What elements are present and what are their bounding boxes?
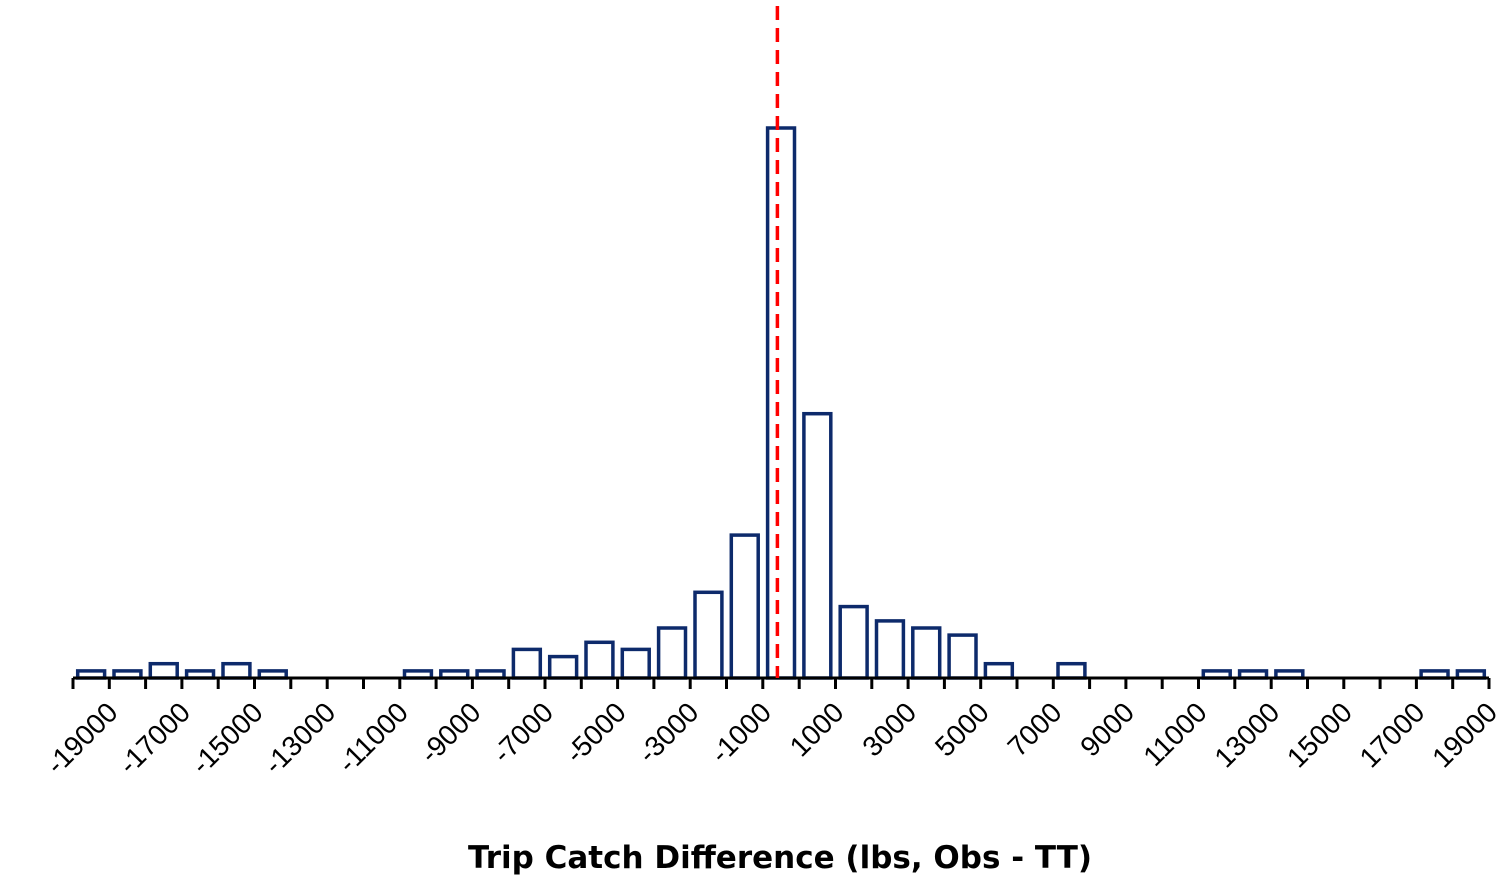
x-tick-labels: -19000-17000-15000-13000-11000 -9000 -7000… (40, 696, 1503, 780)
histogram-bar (765, 126, 797, 680)
histogram-bar (947, 633, 978, 680)
x-tick-label: -9000 (414, 696, 487, 769)
x-tick-label: -13000 (258, 696, 342, 780)
x-tick-label: 9000 (1074, 696, 1140, 762)
x-tick-label: -15000 (185, 696, 269, 780)
histogram-bar (1056, 661, 1087, 680)
x-tick-label: -1000 (705, 696, 778, 769)
histogram-bar (620, 647, 651, 680)
histogram-bar (584, 640, 615, 680)
x-tick-label: 11000 (1137, 696, 1213, 772)
x-tick-label: 5000 (929, 696, 995, 762)
x-tick-label: 13000 (1208, 696, 1285, 773)
x-tick-label: 3000 (856, 696, 922, 762)
histogram-bar (874, 619, 906, 680)
x-tick-label: 19000 (1426, 696, 1503, 773)
histogram-bars (75, 126, 1487, 680)
x-tick-label: -17000 (113, 696, 197, 780)
histogram-bar (802, 411, 833, 680)
histogram-bar (983, 661, 1015, 680)
x-tick-label: 7000 (1002, 696, 1068, 762)
histogram-bar (148, 661, 179, 680)
histogram-bar (656, 626, 688, 680)
x-axis-ticks (71, 678, 1491, 689)
x-tick-label: -11000 (332, 696, 414, 778)
histogram-bar (911, 626, 942, 680)
x-tick-label: -7000 (487, 696, 560, 769)
x-tick-label: 15000 (1281, 696, 1358, 773)
x-tick-label: 1000 (784, 696, 850, 762)
histogram-bar (838, 604, 869, 680)
x-tick-label: -5000 (559, 696, 632, 769)
histogram-bar (693, 590, 724, 680)
x-axis-title: Trip Catch Difference (lbs, Obs - TT) (468, 840, 1092, 876)
histogram-bar (547, 654, 579, 680)
x-tick-label: -3000 (632, 696, 705, 769)
histogram-bar (729, 533, 760, 680)
x-tick-label: 17000 (1354, 696, 1431, 773)
x-tick-label: -19000 (40, 696, 124, 780)
histogram-bar (511, 647, 543, 680)
histogram-bar (221, 661, 252, 680)
